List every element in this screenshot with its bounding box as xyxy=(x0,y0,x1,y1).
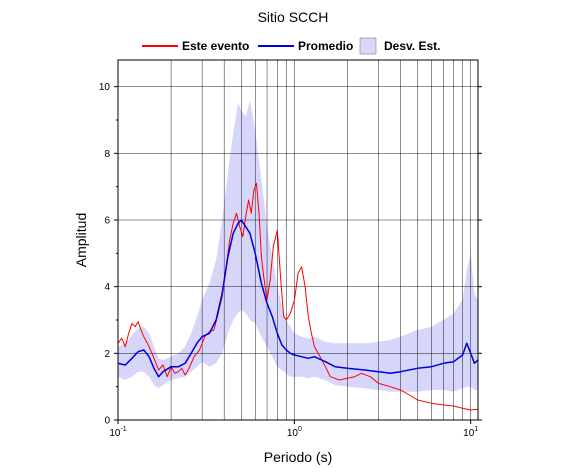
legend-swatch-desv-est xyxy=(359,37,377,55)
legend: Este evento Promedio Desv. Est. xyxy=(142,37,440,55)
legend-label-este-evento: Este evento xyxy=(182,39,249,53)
y-tick-label: 8 xyxy=(104,149,110,160)
x-tick-label: 101 xyxy=(463,426,478,439)
y-axis-label: Amplitud xyxy=(73,213,89,267)
series-line-promedio xyxy=(118,219,478,378)
std-dev-band-layer xyxy=(118,100,478,392)
chart-title: Sitio SCCH xyxy=(258,9,329,25)
std-dev-band xyxy=(118,100,478,392)
x-tick-label: 100 xyxy=(287,426,302,439)
axis-layer: 0 2 4 6 8 10 10-1 100 101 xyxy=(99,82,482,439)
y-tick-label: 10 xyxy=(99,82,111,93)
y-tick-label: 4 xyxy=(104,282,110,293)
legend-label-desv-est: Desv. Est. xyxy=(384,39,440,53)
series-line-layer xyxy=(118,182,478,411)
y-tick-label: 6 xyxy=(104,216,110,227)
x-tick-label: 10-1 xyxy=(109,426,126,439)
y-tick-label: 0 xyxy=(104,416,110,427)
x-axis-label: Periodo (s) xyxy=(264,449,332,465)
y-tick-label: 2 xyxy=(104,349,110,360)
legend-label-promedio: Promedio xyxy=(298,39,353,53)
plot-frame xyxy=(117,59,479,421)
